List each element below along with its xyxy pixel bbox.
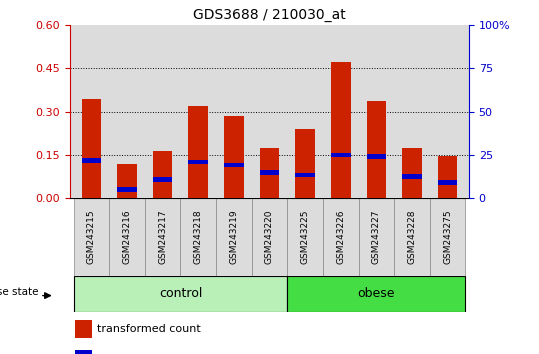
Text: transformed count: transformed count (97, 324, 201, 335)
Bar (430, 198, 465, 276)
Bar (153, 177, 172, 182)
Bar (118, 187, 137, 192)
Bar (331, 153, 350, 157)
Bar (260, 148, 279, 198)
Bar (181, 198, 216, 276)
Bar (331, 62, 350, 198)
Bar (252, 198, 287, 276)
Text: GSM243218: GSM243218 (194, 210, 203, 264)
Title: GDS3688 / 210030_at: GDS3688 / 210030_at (193, 8, 346, 22)
Bar (74, 276, 287, 312)
Bar (295, 173, 315, 177)
Text: obese: obese (357, 287, 395, 300)
Bar (394, 198, 430, 276)
Text: GSM243226: GSM243226 (336, 210, 345, 264)
Bar (118, 164, 137, 198)
Text: disease state: disease state (0, 287, 39, 297)
Bar (287, 198, 323, 276)
Text: control: control (159, 287, 202, 300)
Bar (358, 198, 394, 276)
Bar (145, 198, 181, 276)
Text: GSM243228: GSM243228 (407, 210, 417, 264)
Bar (74, 198, 109, 276)
Bar (81, 158, 101, 163)
Text: GSM243217: GSM243217 (158, 210, 167, 264)
Bar (367, 154, 386, 159)
Text: GSM243215: GSM243215 (87, 210, 96, 264)
Bar (189, 160, 208, 164)
Bar (81, 98, 101, 198)
Bar (287, 276, 465, 312)
Bar (109, 198, 145, 276)
Text: GSM243275: GSM243275 (443, 210, 452, 264)
Bar (295, 129, 315, 198)
Bar (260, 170, 279, 175)
Bar (323, 198, 358, 276)
Text: GSM243220: GSM243220 (265, 210, 274, 264)
Bar (153, 150, 172, 198)
Bar (402, 174, 421, 179)
Bar (367, 101, 386, 198)
Text: GSM243219: GSM243219 (230, 210, 238, 264)
Bar (75, 350, 92, 354)
Bar (224, 163, 244, 167)
Bar (216, 198, 252, 276)
Bar (189, 106, 208, 198)
Bar (224, 116, 244, 198)
Bar (438, 180, 458, 185)
Text: GSM243225: GSM243225 (301, 210, 309, 264)
Text: GSM243216: GSM243216 (122, 210, 132, 264)
Bar (402, 148, 421, 198)
Text: GSM243227: GSM243227 (372, 210, 381, 264)
Bar (75, 320, 92, 338)
Bar (438, 156, 458, 198)
